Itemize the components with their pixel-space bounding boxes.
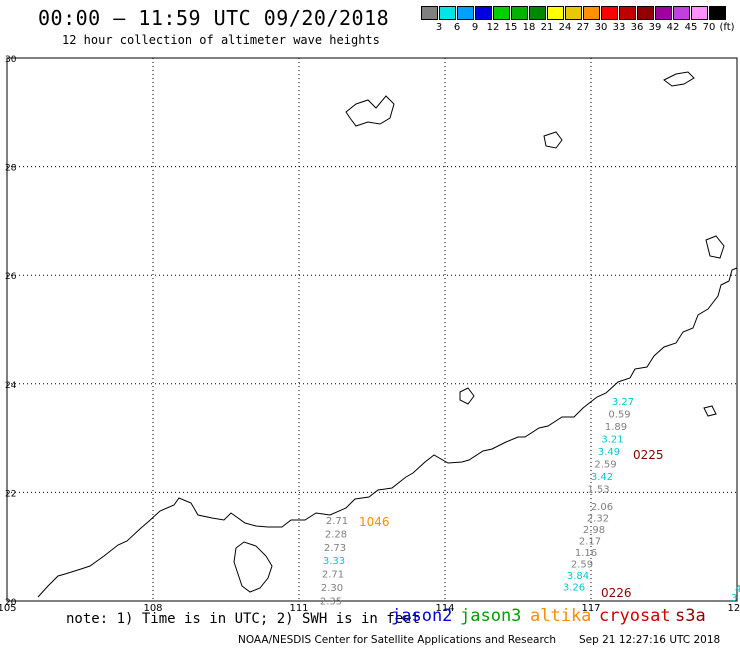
credit-line: NOAA/NESDIS Center for Satellite Applica…	[238, 634, 556, 646]
track-time-label: 0226	[601, 586, 632, 600]
wave-height-label: 3.27	[612, 397, 634, 408]
colorbar-cell	[529, 6, 546, 20]
wave-height-label: 3.21	[601, 435, 623, 446]
legend-s3a: s3a	[675, 606, 706, 626]
lake-outline	[543, 131, 563, 149]
lon-tick-label: 105	[0, 603, 17, 614]
colorbar-cell	[421, 6, 438, 20]
map-frame	[6, 57, 738, 602]
page-subtitle: 12 hour collection of altimeter wave hei…	[62, 33, 380, 47]
colorbar-cell	[655, 6, 672, 20]
colorbar-cell	[475, 6, 492, 20]
wave-height-label: 2.71	[326, 516, 348, 527]
colorbar-label: 36	[630, 22, 644, 33]
lat-tick-label: 26	[5, 272, 17, 282]
wave-height-label: 3	[731, 593, 737, 604]
legend-altika: altika	[530, 606, 592, 626]
track-time-label: 0225	[633, 448, 664, 462]
wave-height-label: 2.59	[594, 460, 616, 471]
colorbar-cell	[619, 6, 636, 20]
colorbar-cell	[673, 6, 690, 20]
colorbar-cell	[691, 6, 708, 20]
track-time-label: 1046	[359, 515, 390, 529]
lon-tick-label: 120	[727, 603, 740, 614]
lat-tick-label: 24	[5, 381, 17, 391]
colorbar-cell	[709, 6, 726, 20]
island-outline	[233, 541, 273, 593]
page-title: 00:00 – 11:59 UTC 09/20/2018	[38, 6, 390, 30]
colorbar-label: 33	[612, 22, 626, 33]
colorbar-cell	[601, 6, 618, 20]
wave-height-label: 3.33	[323, 556, 345, 567]
wave-height-label: 1.16	[575, 548, 597, 559]
wave-height-label: 4	[735, 584, 740, 595]
colorbar-label: (ft)	[719, 22, 735, 33]
colorbar-label: 3	[435, 22, 443, 33]
lake-outline	[663, 71, 695, 87]
wave-height-label: 3.26	[563, 583, 585, 594]
colorbar-cell	[547, 6, 564, 20]
colorbar	[421, 6, 727, 20]
lon-tick-label: 111	[289, 603, 308, 614]
colorbar-label: 9	[471, 22, 479, 33]
wave-height-label: 2.32	[587, 514, 609, 525]
colorbar-label: 21	[540, 22, 554, 33]
lat-tick-label: 20	[5, 598, 17, 608]
colorbar-cell	[583, 6, 600, 20]
legend-jason2: jason2	[391, 606, 453, 626]
colorbar-label: 15	[504, 22, 518, 33]
island-outline	[459, 387, 475, 405]
colorbar-label: 6	[453, 22, 461, 33]
colorbar-cell	[493, 6, 510, 20]
wave-height-label: 2.71	[322, 570, 344, 581]
wave-height-label: 0.59	[608, 410, 630, 421]
wave-height-label: 2.73	[324, 543, 346, 554]
wave-height-label: 2.28	[325, 529, 347, 540]
lon-tick-label: 114	[435, 603, 454, 614]
wave-height-label: 2.30	[321, 583, 343, 594]
lat-tick-label: 30	[5, 55, 17, 65]
colorbar-label: 24	[558, 22, 572, 33]
wave-height-label: 2.17	[579, 537, 601, 548]
colorbar-cell	[511, 6, 528, 20]
island-outline	[705, 235, 725, 259]
lake-outline	[345, 95, 395, 127]
colorbar-labels: 3 6 9 12 15 18 21 24 27 30 33 36 39 42 45 70 (ft)	[421, 22, 740, 36]
wave-height-label: 2.98	[583, 525, 605, 536]
lat-tick-label: 22	[5, 489, 16, 499]
colorbar-cell	[439, 6, 456, 20]
wave-height-label: 3.49	[598, 447, 620, 458]
coastline	[37, 267, 738, 598]
wave-height-label: 2.59	[571, 560, 593, 571]
wave-height-label: 3.84	[567, 571, 589, 582]
colorbar-cell	[637, 6, 654, 20]
legend-cryosat: cryosat	[599, 606, 671, 626]
colorbar-label: 39	[648, 22, 662, 33]
colorbar-label: 70	[702, 22, 716, 33]
wave-height-label: 2.06	[591, 502, 613, 513]
colorbar-label: 18	[522, 22, 536, 33]
footer-note: note: 1) Time is in UTC; 2) SWH is in fe…	[66, 611, 421, 627]
colorbar-label: 45	[684, 22, 698, 33]
wave-height-label: 2.35	[320, 596, 342, 607]
wave-height-label: 3.42	[591, 472, 613, 483]
wave-height-label: 1.53	[587, 485, 609, 496]
colorbar-label: 42	[666, 22, 680, 33]
lat-tick-label: 28	[5, 164, 17, 174]
colorbar-label: 30	[594, 22, 608, 33]
wave-height-label: 1.89	[605, 422, 627, 433]
island-outline	[703, 405, 717, 417]
colorbar-cell	[565, 6, 582, 20]
legend-jason3: jason3	[460, 606, 522, 626]
colorbar-label: 12	[486, 22, 500, 33]
generated-timestamp: Sep 21 12:27:16 UTC 2018	[579, 634, 721, 646]
lon-tick-label: 117	[581, 603, 600, 614]
lon-tick-label: 108	[143, 603, 162, 614]
colorbar-cell	[457, 6, 474, 20]
colorbar-label: 27	[576, 22, 590, 33]
